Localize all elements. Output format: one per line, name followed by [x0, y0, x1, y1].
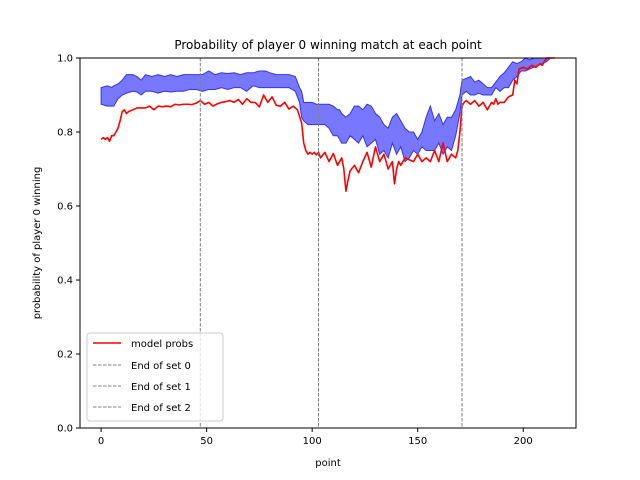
y-tick-label: 0.6	[57, 202, 73, 213]
legend-label-end-of-set-1: End of set 1	[131, 382, 191, 393]
axes-frame	[79, 57, 577, 429]
legend-label-model-probs: model probs	[131, 339, 193, 350]
legend-label-end-of-set-0: End of set 0	[131, 361, 191, 372]
series-line-model-probs	[100, 57, 555, 192]
x-tick-label: 0	[98, 436, 104, 447]
y-tick-label: 0.8	[57, 128, 73, 139]
y-tick-label: 1.0	[57, 54, 73, 65]
x-tick-label: 50	[200, 436, 213, 447]
legend-label-end-of-set-2: End of set 2	[131, 403, 191, 414]
legend: model probs End of set 0 End of set 1 En…	[86, 332, 224, 422]
y-axis-label: probability of player 0 winning	[32, 167, 43, 320]
y-tick-label: 0.2	[57, 350, 73, 361]
y-tick-label: 0.0	[57, 424, 73, 435]
y-tick-label: 0.4	[57, 276, 73, 287]
axis-ticks: 0 50 100 150 200 0.0 0.2 0.4 0.6 0.8 1.0	[57, 54, 533, 448]
chart-title: Probability of player 0 winning match at…	[174, 38, 482, 52]
x-tick-label: 150	[408, 436, 427, 447]
x-tick-label: 100	[303, 436, 322, 447]
legend-box	[86, 332, 224, 422]
x-axis-label: point	[315, 458, 341, 469]
x-tick-label: 200	[514, 436, 533, 447]
